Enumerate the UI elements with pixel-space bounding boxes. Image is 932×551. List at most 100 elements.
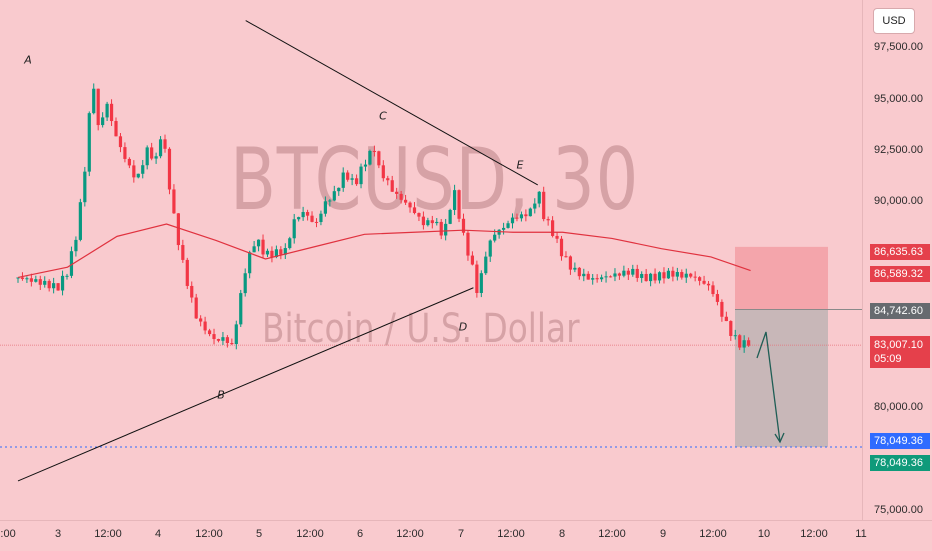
candle-body bbox=[724, 316, 728, 322]
price-tick: 97,500.00 bbox=[874, 41, 923, 54]
candle-body bbox=[403, 199, 408, 203]
candle-body bbox=[657, 272, 662, 281]
candle-body bbox=[230, 343, 234, 345]
candle-body bbox=[684, 273, 688, 278]
candle-body bbox=[698, 277, 702, 281]
candle-body bbox=[221, 337, 225, 341]
candle-body bbox=[622, 270, 626, 276]
candle-body bbox=[595, 278, 599, 280]
candle-body bbox=[368, 150, 372, 165]
candle-body bbox=[577, 267, 581, 277]
candle-body bbox=[742, 340, 746, 348]
candle-body bbox=[591, 278, 595, 280]
candle-body bbox=[154, 156, 158, 159]
price-tick: 95,000.00 bbox=[874, 92, 923, 105]
candle-body bbox=[145, 147, 149, 166]
candle-body bbox=[559, 238, 564, 257]
candle-body bbox=[150, 147, 154, 159]
candle-body bbox=[83, 171, 87, 203]
time-tick: 8 bbox=[558, 528, 566, 540]
price-chart[interactable] bbox=[0, 0, 862, 520]
current-price-label: 83,007.10 05:09 bbox=[870, 336, 930, 368]
candle-body bbox=[484, 256, 488, 274]
time-tick: 2:00 bbox=[0, 528, 16, 540]
candle-body bbox=[493, 234, 497, 241]
candle-body bbox=[274, 249, 278, 258]
price-tick: 90,000.00 bbox=[874, 195, 923, 208]
candle-body bbox=[386, 178, 390, 181]
target-line-label: 78,049.36 bbox=[870, 433, 930, 449]
entry-price-label: 84,742.60 bbox=[870, 303, 930, 319]
candle-body bbox=[435, 221, 439, 224]
candle-body bbox=[346, 172, 350, 180]
candle-body bbox=[123, 147, 127, 159]
candle-body bbox=[118, 136, 123, 148]
time-tick: 6 bbox=[356, 528, 364, 540]
candle-body bbox=[666, 270, 671, 279]
candle-body bbox=[297, 217, 301, 220]
reward-zone bbox=[735, 309, 828, 448]
candle-body bbox=[528, 208, 532, 217]
trendline-1 bbox=[245, 20, 538, 186]
currency-button[interactable]: USD bbox=[873, 8, 915, 34]
moving-average-line bbox=[17, 223, 751, 279]
candle-body bbox=[644, 273, 648, 282]
candle-body bbox=[256, 239, 261, 247]
candle-body bbox=[546, 219, 550, 221]
time-tick: 12:00 bbox=[195, 528, 223, 540]
pattern-point-c: C bbox=[379, 109, 387, 123]
candle-body bbox=[680, 272, 684, 278]
time-tick: 12:00 bbox=[497, 528, 525, 540]
time-tick: 12:00 bbox=[598, 528, 626, 540]
candle-body bbox=[689, 273, 693, 277]
candle-body bbox=[243, 273, 247, 294]
candle-body bbox=[715, 294, 720, 302]
candle-body bbox=[60, 275, 65, 291]
candle-body bbox=[114, 121, 118, 137]
candle-body bbox=[29, 278, 33, 282]
candle-body bbox=[738, 335, 742, 348]
candle-body bbox=[199, 318, 203, 322]
candle-body bbox=[265, 250, 270, 255]
pattern-point-a: A bbox=[24, 53, 32, 67]
candle-body bbox=[573, 267, 577, 270]
candle-body bbox=[626, 270, 630, 275]
candle-body bbox=[524, 214, 528, 217]
time-axis[interactable] bbox=[0, 520, 932, 551]
candle-body bbox=[408, 202, 412, 208]
candle-body bbox=[457, 190, 461, 219]
candle-body bbox=[270, 250, 274, 258]
candle-body bbox=[506, 223, 510, 228]
candle-body bbox=[261, 239, 265, 255]
candle-body bbox=[582, 273, 586, 277]
candle-body bbox=[163, 139, 167, 149]
candle-body bbox=[466, 232, 470, 256]
candle-body bbox=[711, 285, 715, 295]
candle-body bbox=[501, 227, 506, 230]
candle-body bbox=[608, 276, 613, 278]
candle-body bbox=[65, 275, 69, 277]
candle-body bbox=[288, 238, 292, 249]
candle-body bbox=[377, 151, 381, 166]
candle-body bbox=[74, 239, 78, 252]
candle-body bbox=[564, 256, 568, 258]
candle-body bbox=[43, 280, 47, 285]
time-tick: 11 bbox=[855, 528, 867, 540]
candle-body bbox=[488, 240, 492, 257]
candle-body bbox=[212, 334, 216, 340]
candle-body bbox=[551, 220, 555, 236]
candle-body bbox=[635, 268, 639, 278]
candle-body bbox=[613, 273, 617, 277]
candle-body bbox=[439, 221, 443, 236]
candle-body bbox=[194, 297, 198, 319]
candle-body bbox=[653, 273, 657, 281]
candle-body bbox=[568, 256, 573, 270]
candle-body bbox=[176, 213, 180, 246]
candle-body bbox=[127, 158, 131, 166]
candle-body bbox=[216, 339, 221, 341]
time-tick: 12:00 bbox=[296, 528, 324, 540]
candle-body bbox=[47, 280, 51, 289]
price-tick: 92,500.00 bbox=[874, 144, 923, 157]
candle-body bbox=[332, 191, 336, 201]
ma-price-label: 86,635.63 bbox=[870, 244, 930, 260]
